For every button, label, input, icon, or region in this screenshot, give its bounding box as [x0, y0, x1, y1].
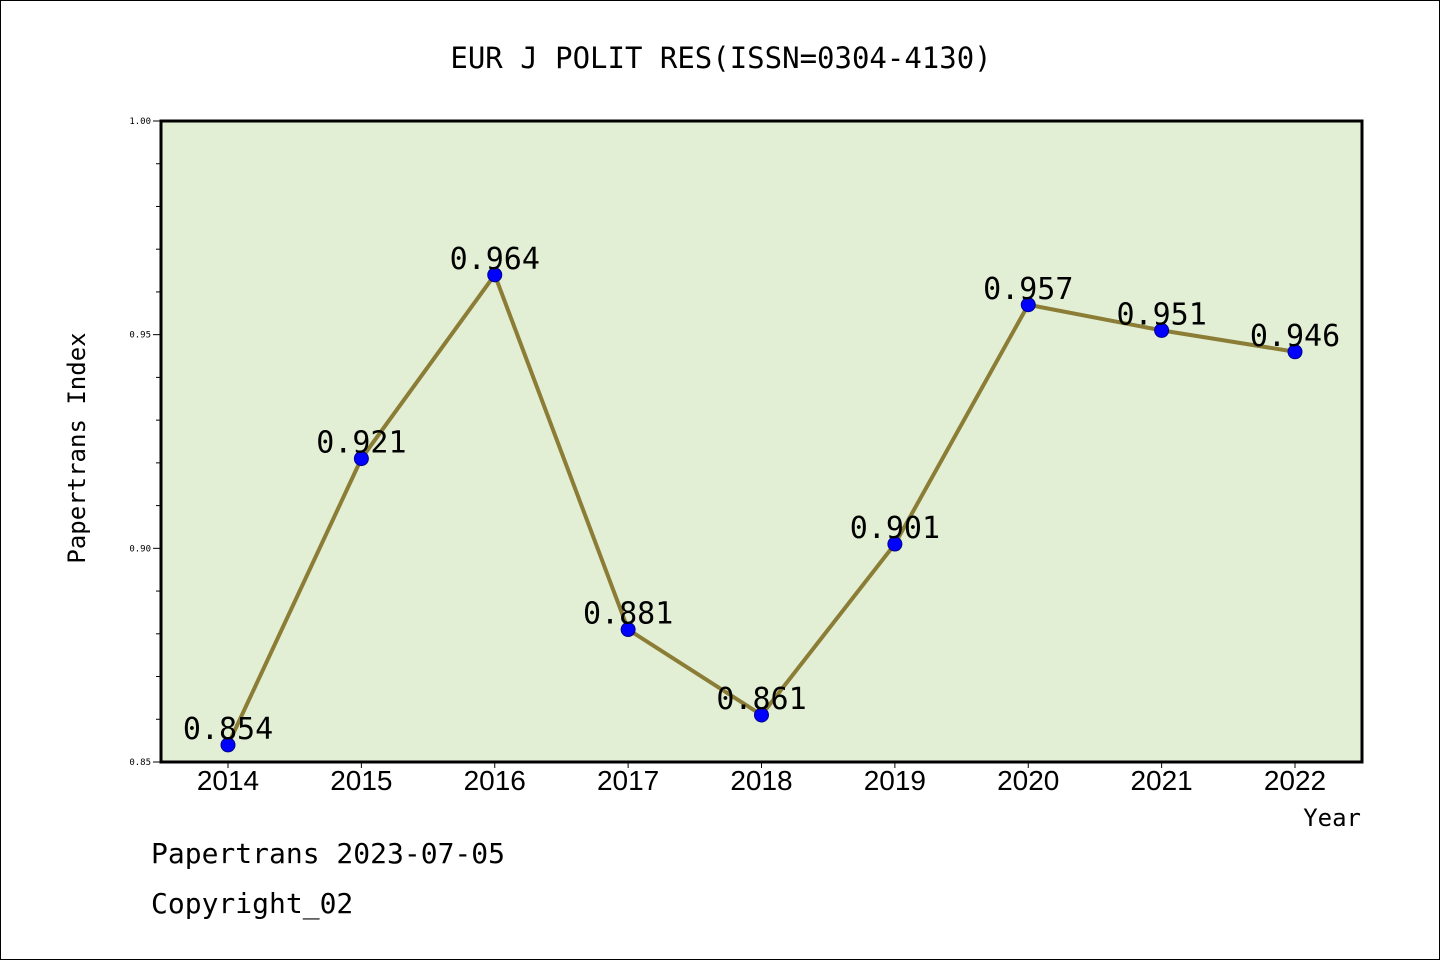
- data-point: [353, 451, 369, 467]
- x-axis-label: Year: [1303, 804, 1361, 832]
- x-tick-label: 2018: [730, 765, 792, 796]
- x-tick-label: 2020: [997, 765, 1059, 796]
- data-label: 0.854: [183, 712, 273, 747]
- data-point: [887, 536, 903, 552]
- data-point: [487, 267, 503, 283]
- data-label: 0.861: [716, 682, 806, 717]
- data-point: [1154, 322, 1170, 338]
- data-point: [1287, 344, 1303, 360]
- x-tick-label: 2021: [1130, 765, 1192, 796]
- x-tick-label: 2014: [197, 765, 259, 796]
- y-tick-label: 0.85: [129, 758, 151, 768]
- y-tick-label: 0.90: [129, 544, 151, 554]
- x-tick-label: 2022: [1264, 765, 1326, 796]
- data-label: 0.946: [1250, 319, 1340, 354]
- y-tick-label: 1.00: [129, 117, 151, 127]
- data-label: 0.964: [450, 242, 540, 277]
- data-point: [754, 707, 769, 723]
- plot-area: [159, 119, 1364, 764]
- data-point: [1020, 297, 1036, 313]
- y-axis-label: Papertrans Index: [63, 332, 91, 563]
- x-tick-label: 2015: [330, 765, 392, 796]
- x-tick-label: 2017: [597, 765, 659, 796]
- y-tick-label: 0.95: [129, 331, 151, 341]
- y-axis: 0.85 0.90 0.95 1.00: [129, 117, 161, 768]
- data-label: 0.957: [983, 272, 1073, 307]
- data-label: 0.881: [583, 597, 673, 632]
- x-axis: 2014 2015 2016 2017 2018 2019 2020 2021 2022: [197, 762, 1326, 796]
- data-labels-group: 0.854 0.921 0.964 0.881 0.861 0.901 0.957 0.951…: [183, 242, 1340, 747]
- footer-copyright: Copyright_02: [151, 887, 354, 920]
- data-point: [220, 737, 236, 753]
- data-point: [620, 622, 636, 638]
- data-label: 0.901: [850, 511, 940, 546]
- data-points-group: [220, 267, 1303, 753]
- chart-title: EUR J POLIT RES(ISSN=0304-4130): [450, 41, 991, 75]
- footer-date: Papertrans 2023-07-05: [151, 837, 506, 870]
- x-tick-label: 2019: [864, 765, 926, 796]
- x-tick-label: 2016: [464, 765, 526, 796]
- data-label: 0.951: [1116, 297, 1206, 332]
- data-label: 0.921: [316, 426, 406, 461]
